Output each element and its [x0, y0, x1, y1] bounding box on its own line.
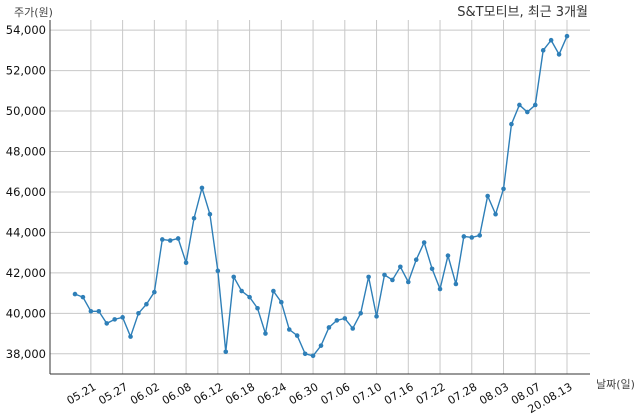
- axes: [49, 20, 590, 375]
- data-point: [152, 289, 157, 295]
- x-tick-label: 07.28: [445, 380, 479, 407]
- y-tick-label: 48,000: [6, 144, 46, 158]
- data-point: [120, 315, 125, 320]
- data-point: [136, 311, 141, 316]
- data-point: [382, 272, 387, 278]
- x-tick-labels: 05.2105.2706.0206.0806.1206.1806.2406.30…: [65, 380, 575, 414]
- data-point: [532, 102, 538, 108]
- x-tick-label: 05.27: [96, 380, 130, 407]
- chart-title: S&T모티브, 최근 3개월: [457, 5, 588, 20]
- y-axis-label: 주가(원): [14, 6, 53, 19]
- data-point: [477, 233, 483, 238]
- y-tick-label: 38,000: [6, 347, 46, 361]
- data-point: [493, 211, 498, 217]
- x-tick-label: 07.06: [319, 380, 353, 407]
- data-point: [461, 234, 467, 239]
- x-tick-label: 07.16: [382, 380, 416, 407]
- data-point: [445, 253, 451, 258]
- data-point: [183, 260, 189, 266]
- data-point: [144, 301, 149, 307]
- series: [72, 33, 570, 359]
- data-point: [334, 318, 340, 323]
- x-tick-label: 06.08: [160, 380, 194, 407]
- data-point: [509, 121, 514, 127]
- y-tick-label: 54,000: [6, 23, 46, 37]
- data-point: [453, 281, 459, 287]
- y-tick-label: 42,000: [6, 266, 46, 280]
- data-point: [421, 240, 427, 245]
- data-point: [80, 294, 86, 300]
- data-point: [128, 334, 133, 339]
- data-point: [517, 102, 522, 108]
- data-point: [310, 353, 316, 359]
- data-point: [191, 215, 197, 221]
- data-point: [525, 109, 530, 115]
- data-point: [167, 238, 173, 243]
- data-point: [255, 305, 260, 311]
- data-point: [175, 236, 181, 241]
- data-point: [342, 316, 348, 321]
- data-point: [350, 326, 356, 331]
- data-point: [366, 274, 371, 280]
- data-point: [429, 266, 435, 272]
- data-point: [286, 327, 292, 332]
- data-point: [556, 52, 562, 57]
- data-point: [159, 237, 165, 242]
- series-line: [74, 35, 568, 357]
- data-point: [263, 331, 268, 336]
- grid-lines: [50, 20, 590, 374]
- data-point: [271, 288, 276, 294]
- x-tick-label: 06.02: [128, 380, 162, 407]
- data-point: [199, 185, 205, 191]
- y-tick-label: 40,000: [6, 306, 46, 320]
- y-tick-label: 50,000: [6, 104, 46, 118]
- x-tick-label: 07.10: [350, 380, 384, 407]
- data-point: [231, 274, 237, 280]
- data-point: [207, 211, 213, 217]
- data-point: [104, 321, 110, 326]
- x-tick-label: 07.22: [414, 380, 448, 407]
- data-point: [279, 299, 284, 305]
- data-point: [485, 193, 490, 199]
- data-point: [540, 48, 546, 53]
- data-point: [564, 33, 570, 39]
- data-point: [326, 325, 332, 330]
- data-point: [398, 264, 403, 270]
- data-point: [112, 317, 117, 322]
- data-point: [501, 186, 506, 192]
- x-tick-label: 08.03: [477, 380, 511, 407]
- data-point: [294, 333, 300, 338]
- y-tick-labels: 38,000 40,000 42,000 44,000 46,000 48,000 50,0…: [6, 23, 46, 361]
- x-tick-label: 06.12: [192, 380, 226, 407]
- data-point: [437, 286, 443, 292]
- data-point: [247, 294, 252, 300]
- data-point: [358, 311, 363, 316]
- x-tick-label: 06.18: [223, 380, 257, 407]
- x-tick-label: 06.30: [287, 380, 321, 407]
- data-point: [374, 314, 379, 319]
- y-tick-label: 44,000: [6, 225, 46, 239]
- data-point: [96, 308, 102, 314]
- data-point: [72, 291, 78, 297]
- data-point: [318, 343, 324, 348]
- data-point: [223, 349, 229, 355]
- data-point: [548, 37, 554, 43]
- data-point: [405, 279, 411, 285]
- data-point: [469, 235, 475, 240]
- data-point: [302, 351, 308, 357]
- data-point: [390, 277, 395, 283]
- x-tick-label: 06.24: [255, 380, 289, 407]
- data-point: [413, 257, 419, 263]
- y-tick-label: 52,000: [6, 64, 46, 78]
- x-axis-label: 날짜(일): [596, 377, 635, 391]
- y-tick-label: 46,000: [6, 185, 46, 199]
- x-tick-label: 05.21: [65, 380, 99, 407]
- data-point: [88, 308, 94, 314]
- data-point: [239, 288, 244, 294]
- data-point: [215, 268, 221, 274]
